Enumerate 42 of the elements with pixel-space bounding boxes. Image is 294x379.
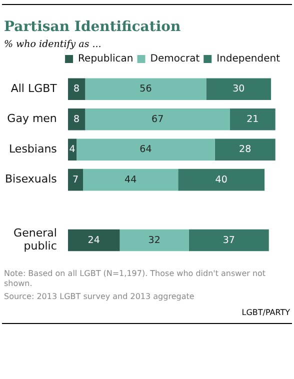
- source-note: Source: 2013 LGBT survey and 2013 aggregate: [4, 292, 196, 302]
- legend-label: Democrat: [150, 54, 200, 65]
- bar: [206, 78, 272, 100]
- data-label: 8: [74, 114, 80, 125]
- bar: [120, 229, 189, 252]
- bar: [214, 138, 276, 160]
- chart-title: Partisan Identification: [4, 19, 182, 35]
- data-label: 44: [124, 174, 137, 186]
- legend-label: Republican: [78, 54, 134, 65]
- bar: [188, 229, 269, 252]
- data-label: 4: [69, 144, 76, 156]
- bar: [68, 168, 84, 191]
- data-label: 21: [246, 114, 259, 125]
- data-label: 64: [140, 144, 152, 156]
- data-label: 8: [74, 84, 80, 95]
- y-tick-label: Bisexuals: [4, 172, 58, 186]
- bar: [68, 229, 120, 252]
- bar: [230, 108, 276, 130]
- bar: [178, 168, 265, 191]
- data-label: 28: [239, 144, 252, 156]
- bar: [68, 78, 86, 100]
- data-label: 30: [232, 84, 245, 95]
- text: LGBT/PARTY: [240, 308, 290, 317]
- data-label: 32: [148, 234, 160, 246]
- data-label: 7: [72, 174, 79, 186]
- data-label: 37: [222, 234, 235, 246]
- bar: [68, 108, 86, 130]
- data-label: 40: [215, 174, 228, 186]
- bar: [85, 78, 206, 100]
- y-tick-label: All LGBT: [10, 82, 58, 95]
- bar: [76, 138, 215, 160]
- data-label: 56: [140, 84, 152, 95]
- data-label: 24: [88, 234, 100, 246]
- y-tick-label: Gay men: [7, 112, 57, 126]
- y-tick-label: Lesbians: [8, 142, 58, 156]
- text: Note: Based on all LGBT (N=1,197). Those who didn't answer not shown.: [4, 269, 267, 288]
- bar: [83, 168, 178, 191]
- y-tick-label: General public: [14, 226, 57, 253]
- chart-subtitle: % who identify as ...: [4, 39, 102, 50]
- bar: [85, 108, 230, 130]
- legend-label: Independent: [216, 54, 280, 65]
- data-label: 67: [152, 114, 164, 125]
